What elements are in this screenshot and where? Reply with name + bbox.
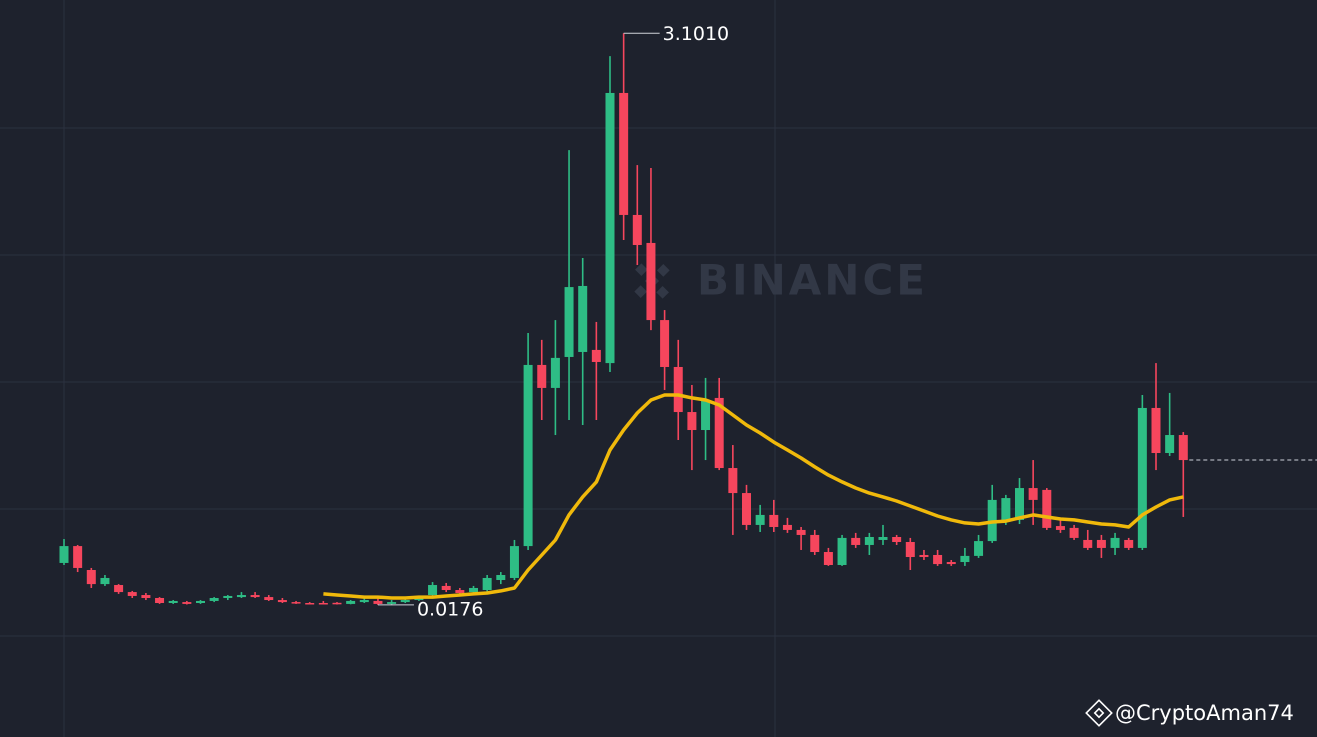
candle-body [905, 542, 915, 558]
candle-body [974, 541, 984, 556]
candle-body [455, 590, 465, 593]
credit-text: @CryptoAman74 [1115, 701, 1294, 725]
candle-body [141, 595, 151, 598]
credit: @CryptoAman74 [1085, 699, 1294, 727]
candle-body [892, 536, 902, 543]
candle-body [209, 597, 219, 601]
candle-body [837, 537, 847, 565]
candle-body [291, 602, 301, 604]
candle-body [660, 320, 670, 367]
candle-body [373, 600, 383, 604]
candle-body [578, 285, 588, 352]
candle-body [318, 602, 328, 605]
candle-body [823, 552, 833, 565]
candle-body [441, 585, 451, 591]
candle-body [387, 602, 397, 604]
candle-body [509, 546, 519, 578]
candle-body [1069, 527, 1079, 538]
candle-body [305, 602, 315, 605]
candle-body [482, 577, 492, 591]
candle-body [1055, 526, 1065, 530]
min-label: 0.0176 [417, 598, 483, 620]
candle-body [782, 524, 792, 530]
candle-body [564, 287, 574, 357]
candle-body [114, 585, 124, 593]
candle-body [223, 595, 233, 598]
candle-body [605, 92, 615, 364]
plot-area: 3.1010 0.0176 [59, 23, 1317, 620]
candle-body [673, 366, 683, 413]
candle-body [1015, 488, 1024, 520]
candle-body [100, 577, 110, 585]
candle-body [182, 602, 192, 604]
candle-body [632, 214, 642, 245]
candle-body [728, 468, 738, 494]
candle-body [960, 555, 970, 563]
candle-body [646, 242, 656, 321]
candle-body [1083, 539, 1093, 548]
candle-body [796, 529, 806, 535]
watermark: BINANCE [634, 256, 928, 305]
candle-body [591, 349, 601, 362]
candle-body [1110, 537, 1120, 548]
moving-average-line [323, 393, 1184, 600]
candle-body [59, 546, 69, 563]
candle-body [523, 364, 533, 547]
candle-body [428, 585, 438, 596]
candle-body [1042, 489, 1052, 528]
candle-body [168, 600, 178, 603]
candle-body [332, 602, 342, 605]
candle-body [701, 399, 711, 431]
candle-body [946, 562, 956, 565]
candle-body [236, 595, 246, 598]
candle-body [1096, 539, 1106, 548]
candle-body [469, 587, 478, 593]
candle-body [537, 364, 547, 388]
candle-body [359, 600, 369, 603]
candle-body [1028, 488, 1038, 500]
candle-body [755, 514, 765, 525]
candle-body [1001, 498, 1011, 520]
candle-body [851, 537, 861, 545]
candle-body [1165, 435, 1175, 454]
candle-body [1124, 539, 1134, 548]
candle-body [264, 597, 274, 601]
candle-body [346, 600, 356, 604]
candle-body [1178, 435, 1188, 461]
candle-body [864, 536, 874, 545]
candle-body [73, 546, 83, 568]
candle-body [742, 493, 751, 525]
candle-body [878, 536, 888, 540]
credit-logo [1085, 699, 1113, 727]
candle-body [933, 554, 943, 565]
candle-body [277, 600, 287, 603]
candle-body [619, 92, 629, 215]
candle-body [496, 575, 506, 581]
candle-body [769, 514, 779, 527]
candle-body [550, 357, 560, 388]
watermark-text: BINANCE [697, 256, 928, 305]
candle-body [1137, 407, 1147, 548]
candle-body [919, 554, 929, 558]
candle-body [86, 569, 96, 585]
candle-body [687, 412, 697, 431]
max-label: 3.1010 [663, 23, 729, 45]
candle-body [155, 597, 165, 603]
candle-body [196, 600, 205, 603]
candle-body [250, 595, 260, 598]
candle-body [714, 397, 724, 469]
candle-body [400, 600, 410, 603]
candle-body [127, 592, 137, 596]
candle-body [810, 534, 820, 553]
candle-body [1151, 407, 1161, 454]
